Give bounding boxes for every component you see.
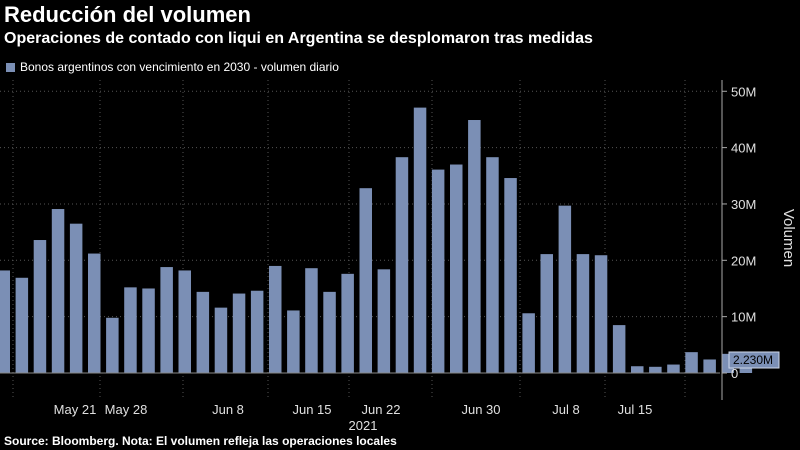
bar: [612, 325, 626, 373]
bar: [594, 255, 608, 373]
x-tick-label: May 28: [105, 402, 148, 417]
legend-swatch: [6, 62, 15, 72]
axes: 0 10M 20M 30M 40M 50M Volumen May 21 May 28 Jun 8…: [0, 80, 797, 433]
bars: [0, 107, 753, 373]
x-tick-label: Jul 8: [552, 402, 579, 417]
bar: [450, 164, 463, 373]
legend: Bonos argentinos con vencimiento en 2030…: [6, 60, 339, 74]
chart-title: Reducción del volumen: [4, 2, 251, 27]
last-value-callout: [728, 351, 780, 369]
bar: [413, 107, 427, 373]
bar: [287, 310, 300, 373]
bar: [631, 366, 644, 373]
bar: [88, 253, 101, 373]
bar: [377, 269, 391, 373]
bar: [160, 267, 173, 373]
bar: [341, 273, 354, 373]
bar: [51, 209, 65, 373]
bar: [124, 287, 137, 373]
bar: [486, 157, 499, 373]
x-tick-label: May 21: [54, 402, 97, 417]
y-tick-label: 50M: [731, 84, 756, 99]
x-tick-label: Jun 15: [292, 402, 331, 417]
bar: [685, 352, 698, 373]
bar: [522, 313, 535, 373]
bar: [178, 270, 191, 373]
bar: [33, 240, 47, 373]
bar: [142, 288, 155, 373]
y-tick-label: 30M: [731, 197, 756, 212]
x-year-label: 2021: [349, 418, 378, 433]
bar: [323, 291, 336, 373]
y-axis-label: Volumen: [780, 209, 797, 267]
bar: [504, 178, 517, 373]
bar: [305, 268, 318, 373]
bar: [214, 307, 228, 373]
bar: [667, 364, 680, 373]
y-tick-label: 0: [731, 366, 738, 381]
bar: [540, 254, 553, 373]
bar: [106, 317, 119, 373]
bar: [576, 254, 590, 373]
x-tick-label: Jun 30: [461, 402, 500, 417]
legend-label: Bonos argentinos con vencimiento en 2030…: [20, 60, 339, 74]
last-value-label: 2.230M: [733, 353, 773, 367]
y-tick-label: 40M: [731, 141, 756, 156]
x-tick-label: Jun 22: [361, 402, 400, 417]
bar: [232, 293, 246, 373]
y-tick-label: 20M: [731, 253, 756, 268]
bar: [269, 265, 282, 373]
x-tick-label: Jul 15: [618, 402, 653, 417]
chart-subtitle: Operaciones de contado con liqui en Arge…: [4, 30, 593, 47]
bar: [558, 205, 572, 373]
bar: [703, 359, 716, 373]
bar: [395, 157, 409, 373]
bar: [0, 270, 10, 373]
bar: [69, 223, 83, 373]
x-tick-label: Jun 8: [212, 402, 244, 417]
y-tick-label: 10M: [731, 310, 756, 325]
bar: [649, 366, 662, 373]
bar: [15, 277, 29, 373]
bar: [431, 169, 445, 373]
bar: [196, 291, 210, 373]
bar: [359, 188, 372, 373]
source-note: Source: Bloomberg. Nota: El volumen refl…: [4, 434, 397, 448]
bar: [250, 290, 264, 373]
bar: [468, 120, 481, 373]
